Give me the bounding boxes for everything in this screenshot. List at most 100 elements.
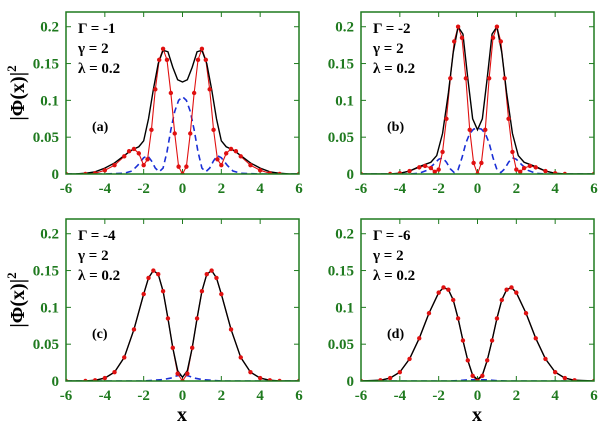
dotted-series-point xyxy=(184,164,189,169)
dotted-series-point xyxy=(214,275,219,281)
plot-frame xyxy=(360,11,595,175)
x-tick-label: 2 xyxy=(513,181,521,197)
dotted-series-point xyxy=(446,287,451,292)
dotted-series-point xyxy=(455,24,461,29)
x-tick-label: 4 xyxy=(256,181,264,197)
dotted-series-point xyxy=(199,288,205,294)
dotted-series-point xyxy=(452,39,457,44)
dotted-series-point xyxy=(165,316,171,321)
xlabel-right: x xyxy=(472,404,482,426)
dotted-series-point xyxy=(527,163,533,169)
dotted-series-point xyxy=(145,157,150,162)
x-tick-label: -4 xyxy=(99,388,112,404)
dotted-series-point xyxy=(194,316,200,321)
y-tick-label: 0.15 xyxy=(328,264,354,280)
x-tick-label: 4 xyxy=(551,388,559,404)
dashed-series-line xyxy=(66,95,299,174)
dotted-series-point xyxy=(562,375,568,381)
y-tick-label: 0 xyxy=(52,167,60,183)
dotted-series-point xyxy=(190,345,195,351)
dotted-series-point xyxy=(188,131,193,136)
dotted-series-point xyxy=(470,373,475,379)
y-tick-label: 0 xyxy=(347,374,355,390)
x-tick-label: 2 xyxy=(218,388,226,404)
dotted-series-point xyxy=(223,151,229,156)
panel-letter: (b) xyxy=(387,120,404,135)
dotted-series-point xyxy=(207,87,212,92)
dotted-series-point xyxy=(510,149,515,155)
x-tick-label: 4 xyxy=(551,181,559,197)
dotted-series-point xyxy=(523,311,529,316)
dotted-series-point xyxy=(126,148,132,154)
dotted-series-point xyxy=(257,168,263,173)
dotted-series-point xyxy=(131,146,137,152)
dotted-series-point xyxy=(471,160,476,166)
ylabel-bottom: |Φ(x)|2 xyxy=(4,272,29,327)
dotted-series-point xyxy=(204,272,209,277)
panel-d: -6 -4 -2 0 2 4 6 0 0.05 0.1 0.15 0.2 Γ = -6 γ = 2 λ = … xyxy=(328,218,598,404)
x-tick-label: 2 xyxy=(218,181,226,197)
dotted-series-point xyxy=(156,272,161,277)
dotted-series-point xyxy=(428,165,434,171)
param-label: Γ = -1 xyxy=(78,21,116,37)
param-label: Γ = -6 xyxy=(373,228,411,244)
dotted-series-point xyxy=(543,356,548,362)
dotted-series-point xyxy=(199,46,205,52)
x-tick-label: 6 xyxy=(295,388,303,404)
y-tick-label: 0.15 xyxy=(328,57,354,73)
x-tick-label: 6 xyxy=(590,181,598,197)
dotted-series-point xyxy=(122,355,127,360)
dotted-series-point xyxy=(448,76,453,81)
x-tick-label: 0 xyxy=(474,388,482,404)
y-tick-label: 0.2 xyxy=(335,227,354,243)
dotted-series-point xyxy=(552,369,558,375)
dotted-series-point xyxy=(387,375,393,381)
x-tick-label: 0 xyxy=(474,181,482,197)
dotted-series-point xyxy=(211,127,216,133)
dotted-series-point xyxy=(185,371,190,376)
dotted-series-point xyxy=(131,327,137,332)
y-tick-label: 0 xyxy=(52,374,60,390)
param-label: γ = 2 xyxy=(372,41,404,57)
dotted-series-point xyxy=(485,358,490,363)
dotted-series-point xyxy=(215,157,220,162)
plot-frame xyxy=(65,218,300,382)
x-tick-label: -4 xyxy=(394,388,407,404)
dotted-series-point xyxy=(112,162,117,168)
ylabel-superscript: 2 xyxy=(4,65,19,72)
dotted-series-point xyxy=(533,165,538,170)
dotted-series-point xyxy=(407,356,412,362)
dotted-series-point xyxy=(175,371,180,376)
param-label: Γ = -2 xyxy=(373,21,411,37)
dotted-series-point xyxy=(209,268,214,273)
dotted-series-line xyxy=(66,269,299,381)
dotted-series-point xyxy=(460,338,466,343)
x-tick-label: -2 xyxy=(137,181,150,197)
dotted-series-point xyxy=(407,168,412,174)
dotted-series-point xyxy=(436,290,441,295)
dotted-series-point xyxy=(440,149,445,155)
dotted-series-point xyxy=(136,151,142,156)
dotted-series-point xyxy=(479,160,484,166)
y-tick-label: 0.05 xyxy=(33,337,59,353)
x-tick-label: -6 xyxy=(60,388,73,404)
x-tick-label: 4 xyxy=(256,388,264,404)
dotted-series-point xyxy=(203,57,208,63)
dotted-series-point xyxy=(248,369,253,375)
dotted-series-point xyxy=(195,57,201,63)
x-tick-label: -4 xyxy=(394,181,407,197)
y-tick-label: 0.2 xyxy=(40,227,59,243)
dotted-series-point xyxy=(502,76,507,81)
param-label: λ = 0.2 xyxy=(78,61,120,77)
param-label: γ = 2 xyxy=(77,248,109,264)
x-tick-label: -6 xyxy=(60,181,73,197)
dotted-series-point xyxy=(506,116,511,121)
xlabel-left: x xyxy=(177,404,187,426)
y-tick-label: 0.2 xyxy=(335,20,354,36)
plot-area xyxy=(66,46,299,174)
dotted-series-point xyxy=(504,287,509,292)
dotted-series-point xyxy=(168,90,174,96)
dotted-series-point xyxy=(164,57,170,63)
plot-frame xyxy=(360,218,595,382)
x-tick-label: -2 xyxy=(432,388,445,404)
